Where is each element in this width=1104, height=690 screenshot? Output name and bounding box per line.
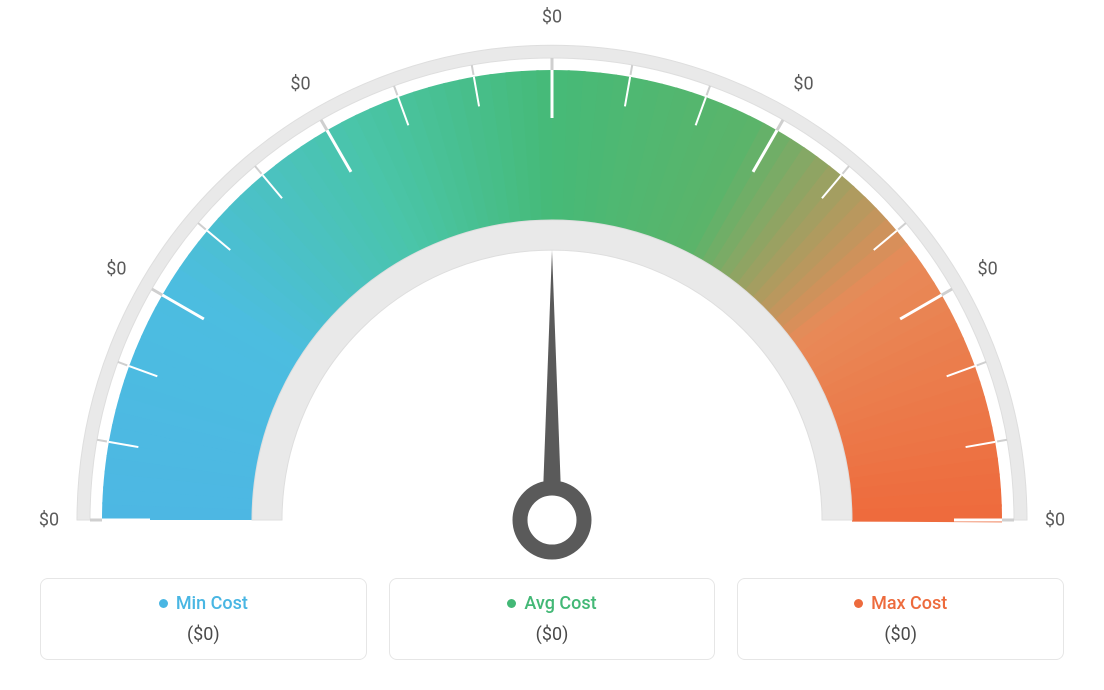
gauge-tick-label: $0	[793, 74, 813, 95]
legend-label-min: Min Cost	[176, 593, 248, 614]
gauge-tick-label: $0	[977, 258, 997, 279]
legend-dot-max	[854, 599, 863, 608]
gauge-tick-label: $0	[106, 258, 126, 279]
legend-title-avg: Avg Cost	[507, 593, 596, 614]
legend-row: Min Cost ($0) Avg Cost ($0) Max Cost ($0…	[40, 578, 1064, 660]
legend-title-max: Max Cost	[854, 593, 947, 614]
legend-box-max: Max Cost ($0)	[737, 578, 1064, 660]
legend-value-min: ($0)	[41, 624, 366, 645]
gauge-container: $0 $0 $0 $0 $0 $0 $0	[0, 0, 1104, 560]
legend-box-min: Min Cost ($0)	[40, 578, 367, 660]
gauge-tick-label: $0	[542, 7, 562, 28]
legend-label-avg: Avg Cost	[524, 593, 596, 614]
gauge-tick-label: $0	[290, 74, 310, 95]
legend-title-min: Min Cost	[159, 593, 248, 614]
legend-dot-avg	[507, 599, 516, 608]
gauge-svg	[0, 0, 1104, 560]
gauge-tick-label: $0	[39, 510, 59, 531]
legend-value-max: ($0)	[738, 624, 1063, 645]
legend-box-avg: Avg Cost ($0)	[389, 578, 716, 660]
legend-value-avg: ($0)	[390, 624, 715, 645]
gauge-tick-label: $0	[1045, 510, 1065, 531]
legend-label-max: Max Cost	[871, 593, 947, 614]
legend-dot-min	[159, 599, 168, 608]
